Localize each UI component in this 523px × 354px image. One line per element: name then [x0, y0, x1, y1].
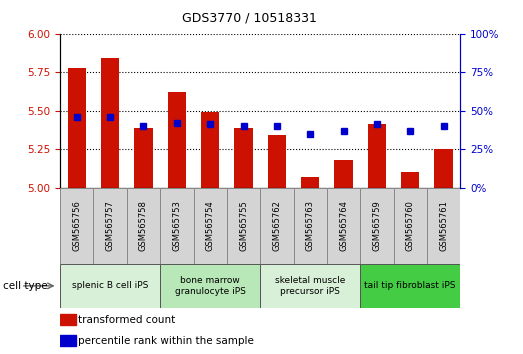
- Bar: [60, 314, 76, 325]
- Text: GSM565760: GSM565760: [406, 200, 415, 251]
- Text: GSM565758: GSM565758: [139, 200, 148, 251]
- Text: GSM565757: GSM565757: [106, 200, 115, 251]
- Text: GSM565759: GSM565759: [372, 200, 381, 251]
- Bar: [60, 188, 94, 264]
- Bar: [401, 172, 419, 188]
- Bar: [134, 127, 153, 188]
- Bar: [327, 188, 360, 264]
- Bar: [394, 188, 427, 264]
- Text: transformed count: transformed count: [78, 314, 175, 325]
- Text: splenic B cell iPS: splenic B cell iPS: [72, 281, 149, 290]
- Bar: [60, 264, 160, 308]
- Bar: [368, 125, 386, 188]
- Text: GSM565764: GSM565764: [339, 200, 348, 251]
- Text: GSM565756: GSM565756: [72, 200, 81, 251]
- Text: bone marrow
granulocyte iPS: bone marrow granulocyte iPS: [175, 276, 246, 296]
- Bar: [67, 68, 86, 188]
- Bar: [168, 92, 186, 188]
- Text: tail tip fibroblast iPS: tail tip fibroblast iPS: [365, 281, 456, 290]
- Bar: [60, 335, 76, 346]
- Text: GSM565755: GSM565755: [239, 200, 248, 251]
- Bar: [427, 188, 460, 264]
- Bar: [360, 264, 460, 308]
- Bar: [160, 264, 260, 308]
- Bar: [260, 264, 360, 308]
- Bar: [194, 188, 227, 264]
- Bar: [227, 188, 260, 264]
- Text: percentile rank within the sample: percentile rank within the sample: [78, 336, 254, 346]
- Bar: [360, 188, 393, 264]
- Text: GSM565761: GSM565761: [439, 200, 448, 251]
- Text: GSM565754: GSM565754: [206, 200, 214, 251]
- Bar: [234, 127, 253, 188]
- Text: skeletal muscle
precursor iPS: skeletal muscle precursor iPS: [275, 276, 345, 296]
- Text: GSM565762: GSM565762: [272, 200, 281, 251]
- Bar: [293, 188, 327, 264]
- Bar: [435, 149, 453, 188]
- Bar: [268, 135, 286, 188]
- Bar: [127, 188, 160, 264]
- Text: GSM565763: GSM565763: [306, 200, 315, 251]
- Bar: [201, 112, 219, 188]
- Bar: [94, 188, 127, 264]
- Bar: [101, 58, 119, 188]
- Text: cell type: cell type: [3, 281, 47, 291]
- Bar: [301, 177, 320, 188]
- Bar: [260, 188, 293, 264]
- Text: GDS3770 / 10518331: GDS3770 / 10518331: [183, 12, 317, 25]
- Text: GSM565753: GSM565753: [173, 200, 181, 251]
- Bar: [160, 188, 194, 264]
- Bar: [334, 160, 353, 188]
